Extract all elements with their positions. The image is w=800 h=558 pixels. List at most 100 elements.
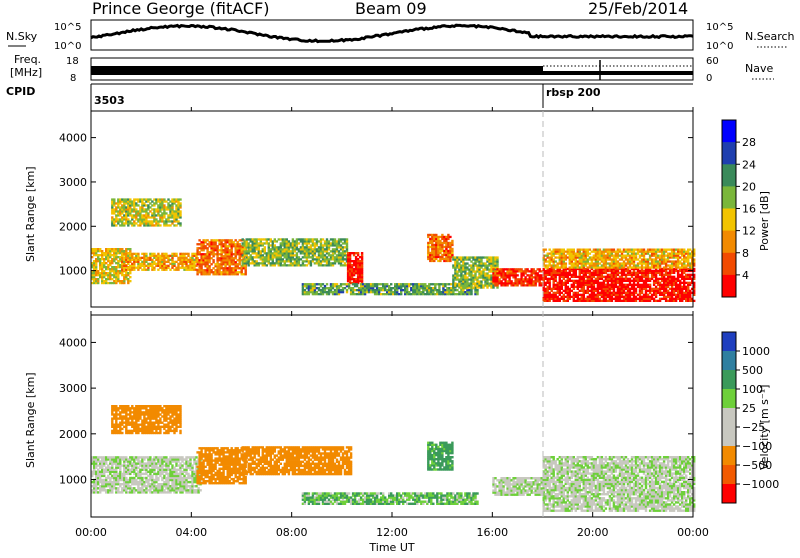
range-time-cell bbox=[352, 291, 354, 293]
range-time-cell bbox=[212, 261, 214, 263]
range-time-cell bbox=[451, 240, 453, 242]
range-time-cell bbox=[239, 243, 241, 245]
range-time-cell bbox=[346, 248, 348, 250]
range-time-cell bbox=[579, 274, 581, 276]
range-time-cell bbox=[248, 242, 250, 244]
range-time-cell bbox=[516, 274, 518, 276]
range-time-cell bbox=[665, 251, 667, 253]
velocity-data-layer bbox=[91, 405, 695, 512]
range-time-cell bbox=[113, 198, 115, 200]
range-time-cell bbox=[109, 276, 111, 278]
range-time-cell bbox=[681, 300, 683, 302]
range-time-cell bbox=[242, 238, 244, 240]
range-time-cell bbox=[677, 276, 679, 278]
range-time-cell bbox=[451, 242, 453, 244]
range-time-cell bbox=[256, 248, 258, 250]
range-time-cell bbox=[635, 292, 637, 294]
range-time-cell bbox=[406, 283, 408, 285]
range-time-cell bbox=[318, 258, 320, 260]
range-time-cell bbox=[587, 251, 589, 253]
range-time-cell bbox=[565, 262, 567, 264]
range-time-cell bbox=[557, 253, 559, 255]
range-time-cell bbox=[328, 248, 330, 250]
range-time-cell bbox=[663, 253, 665, 255]
range-time-cell bbox=[340, 262, 342, 264]
range-time-cell bbox=[316, 258, 318, 260]
range-time-cell bbox=[353, 274, 355, 276]
range-time-cell bbox=[342, 291, 344, 293]
range-time-cell bbox=[376, 291, 378, 293]
range-time-cell bbox=[447, 238, 449, 240]
range-time-cell bbox=[587, 282, 589, 284]
range-time-cell bbox=[157, 253, 159, 255]
range-time-cell bbox=[342, 289, 344, 291]
range-time-cell bbox=[647, 249, 649, 251]
range-time-cell bbox=[115, 216, 117, 218]
range-time-cell bbox=[111, 216, 113, 218]
range-time-cell bbox=[241, 271, 243, 273]
range-time-cell bbox=[400, 287, 402, 289]
range-time-cell bbox=[663, 276, 665, 278]
range-time-cell bbox=[569, 292, 571, 294]
range-time-cell bbox=[145, 253, 147, 255]
range-time-cell bbox=[163, 198, 165, 200]
range-time-cell bbox=[129, 220, 131, 222]
range-time-cell bbox=[553, 262, 555, 264]
range-time-cell bbox=[153, 212, 155, 214]
range-time-cell bbox=[127, 218, 129, 220]
range-time-cell bbox=[167, 198, 169, 200]
range-time-cell bbox=[336, 248, 338, 250]
range-time-cell bbox=[587, 300, 589, 302]
range-time-cell bbox=[587, 253, 589, 255]
range-time-cell bbox=[553, 258, 555, 260]
range-time-cell bbox=[573, 288, 575, 290]
range-time-cell bbox=[280, 256, 282, 258]
range-time-cell bbox=[496, 262, 498, 264]
range-time-cell bbox=[496, 278, 498, 280]
range-time-cell bbox=[292, 238, 294, 240]
range-time-cell bbox=[286, 248, 288, 250]
range-time-cell bbox=[514, 272, 516, 274]
range-time-cell bbox=[147, 212, 149, 214]
range-time-cell bbox=[115, 258, 117, 260]
range-time-cell bbox=[151, 259, 153, 261]
range-time-cell bbox=[346, 244, 348, 246]
range-time-cell bbox=[202, 249, 204, 251]
range-time-cell bbox=[163, 259, 165, 261]
range-time-cell bbox=[617, 255, 619, 257]
nsky-label: N.Sky bbox=[6, 30, 38, 43]
range-time-cell bbox=[549, 300, 551, 302]
range-time-cell bbox=[472, 286, 474, 288]
range-time-cell bbox=[496, 256, 498, 258]
range-time-cell bbox=[629, 290, 631, 292]
range-time-cell bbox=[361, 272, 363, 274]
range-time-cell bbox=[476, 289, 478, 291]
range-time-cell bbox=[135, 261, 137, 263]
range-time-cell bbox=[159, 210, 161, 212]
range-time-cell bbox=[557, 270, 559, 272]
range-time-cell bbox=[131, 218, 133, 220]
range-time-cell bbox=[316, 293, 318, 295]
range-time-cell bbox=[439, 260, 441, 262]
range-time-cell bbox=[256, 244, 258, 246]
range-time-cell bbox=[645, 282, 647, 284]
range-time-cell bbox=[445, 248, 447, 250]
range-time-cell bbox=[296, 240, 298, 242]
range-time-cell bbox=[270, 238, 272, 240]
range-time-cell bbox=[441, 248, 443, 250]
range-time-cell bbox=[617, 298, 619, 300]
range-time-cell bbox=[585, 274, 587, 276]
range-time-cell bbox=[647, 286, 649, 288]
range-time-cell bbox=[687, 260, 689, 262]
range-time-cell bbox=[633, 260, 635, 262]
range-time-cell bbox=[675, 282, 677, 284]
range-time-cell bbox=[427, 244, 429, 246]
range-time-cell bbox=[274, 264, 276, 266]
range-time-cell bbox=[145, 218, 147, 220]
range-time-cell bbox=[621, 294, 623, 296]
range-time-cell bbox=[470, 289, 472, 291]
range-time-cell bbox=[231, 247, 233, 249]
range-time-cell bbox=[575, 274, 577, 276]
range-time-cell bbox=[615, 258, 617, 260]
range-time-cell bbox=[361, 276, 363, 278]
